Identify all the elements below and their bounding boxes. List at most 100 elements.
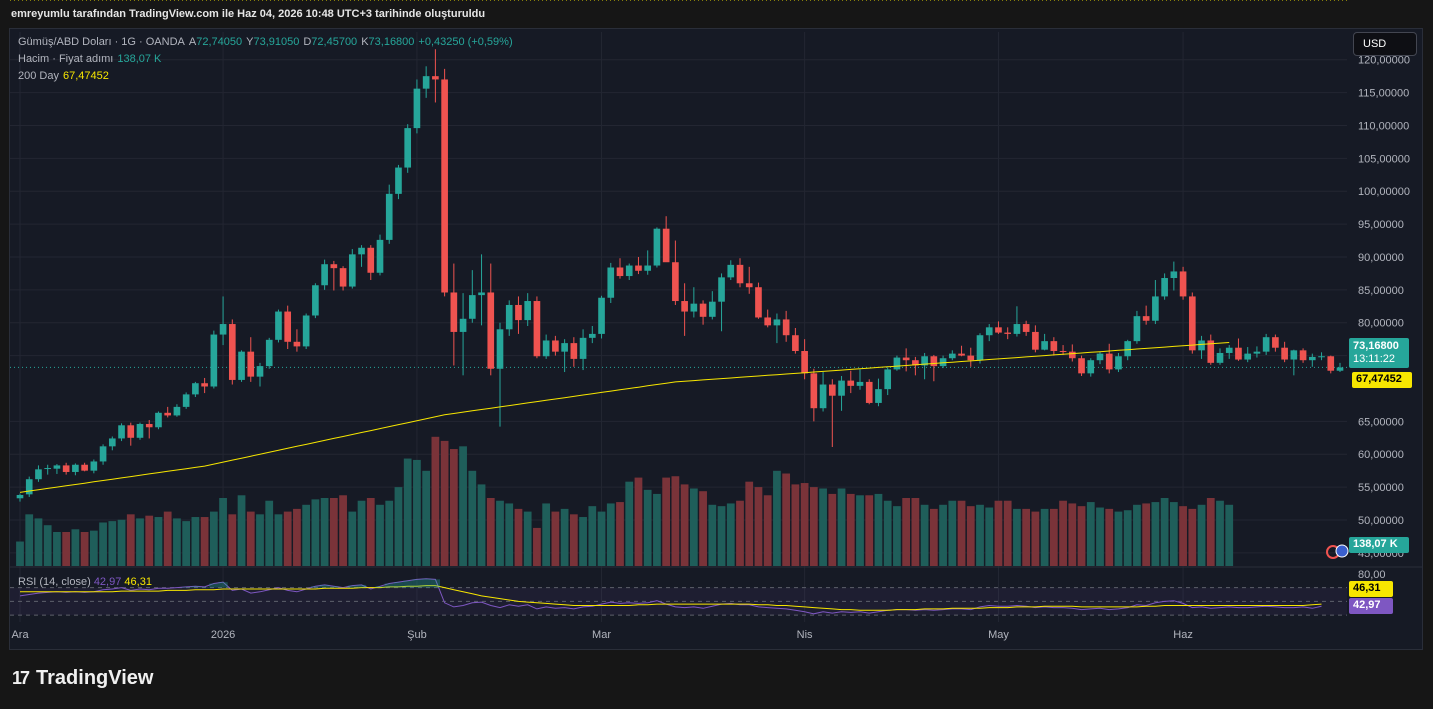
- volume-bar: [782, 473, 791, 566]
- volume-bar: [1031, 511, 1040, 566]
- volume-bar: [865, 495, 874, 566]
- candle-body: [810, 373, 818, 409]
- candle-body: [1078, 358, 1085, 374]
- volume-bar: [846, 493, 855, 566]
- ma-label[interactable]: 200 Day: [18, 70, 59, 82]
- candle-body: [145, 423, 153, 428]
- volume-bar: [616, 502, 624, 566]
- candle-body: [118, 425, 125, 439]
- snapshot-caption: emreyumlu tarafından TradingView.com ile…: [11, 8, 486, 20]
- volume-bar: [302, 504, 311, 566]
- candle-body: [339, 268, 347, 287]
- time-tick-label: Mar: [592, 629, 611, 641]
- volume-bar: [246, 511, 255, 566]
- candle-body: [985, 327, 993, 336]
- volume-bar: [809, 487, 818, 566]
- candle-body: [884, 369, 892, 390]
- volume-bar: [736, 500, 744, 566]
- volume-tag: 138,07 K: [1349, 537, 1409, 553]
- ma-value: 67,47452: [62, 70, 109, 82]
- volume-bar: [117, 519, 126, 566]
- candle-body: [1336, 367, 1344, 371]
- price-tick-label: 120,00000: [1358, 55, 1410, 67]
- candle-body: [164, 412, 172, 416]
- candle-body: [1235, 347, 1242, 360]
- rsi-label[interactable]: RSI (14, close): [18, 576, 91, 588]
- volume-bar: [929, 508, 938, 566]
- volume-bar: [265, 500, 274, 566]
- rsi-legend[interactable]: RSI (14, close) 42,97 46,31: [18, 576, 152, 588]
- volume-bar: [1169, 502, 1178, 566]
- volume-bar: [16, 541, 24, 566]
- price-tick-label: 85,00000: [1358, 285, 1404, 297]
- price-tick-label: 95,00000: [1358, 219, 1404, 231]
- candle-body: [727, 264, 735, 278]
- volume-bar: [791, 484, 800, 566]
- candle-body: [330, 264, 338, 269]
- candle-body: [1059, 350, 1067, 352]
- candle-body: [155, 412, 162, 428]
- price-tick-label: 65,00000: [1358, 416, 1404, 428]
- volume-bar: [413, 459, 421, 566]
- candle-body: [690, 303, 698, 312]
- volume-legend[interactable]: Hacim · Fiyat adımı 138,07 K: [18, 53, 165, 65]
- candle-body: [385, 193, 393, 240]
- candle-body: [53, 465, 61, 469]
- volume-bar: [136, 518, 144, 566]
- currency-button[interactable]: USD: [1353, 32, 1417, 56]
- volume-bar: [99, 522, 107, 566]
- candle-body: [1133, 316, 1141, 342]
- candle-body: [413, 88, 421, 129]
- candle-body: [958, 353, 965, 356]
- candle-body: [247, 351, 255, 377]
- price-tick-label: 110,00000: [1358, 120, 1409, 132]
- candle-body: [275, 311, 282, 340]
- candle-body: [515, 304, 522, 321]
- candle-body: [312, 285, 319, 316]
- volume-bar: [1197, 504, 1206, 566]
- candle-body: [256, 366, 264, 377]
- candle-body: [44, 468, 52, 470]
- rsi-value: 42,97: [93, 576, 122, 588]
- candle-body: [136, 423, 144, 438]
- candle-body: [524, 301, 532, 321]
- volume-bar: [385, 500, 394, 566]
- time-tick-label: Şub: [407, 629, 427, 641]
- volume-bar: [1022, 508, 1031, 566]
- volume-bar: [459, 446, 467, 566]
- candle-body: [902, 357, 910, 361]
- volume-bar: [431, 436, 440, 566]
- volume-bar: [551, 511, 560, 566]
- symbol-legend[interactable]: Gümüş/ABD Doları · 1G · OANDA A72,74050 Y7…: [18, 36, 517, 48]
- time-tick-label: May: [988, 629, 1009, 641]
- price-tick-label: 90,00000: [1358, 252, 1404, 264]
- candle-body: [1225, 347, 1233, 353]
- candle-body: [782, 319, 790, 336]
- candle-body: [570, 343, 578, 359]
- volume-bar: [53, 532, 61, 566]
- tradingview-brand[interactable]: 17 TradingView: [12, 667, 153, 690]
- candle-body: [976, 335, 984, 361]
- volume-bar: [569, 514, 578, 566]
- last-price-tag: 73,16800 13:11:22: [1349, 338, 1409, 368]
- candle-body: [1318, 356, 1325, 358]
- volume-bar: [486, 498, 495, 566]
- rsi-ma-tag: 46,31: [1349, 581, 1393, 597]
- volume-bar: [994, 500, 1003, 566]
- volume-bar: [754, 487, 763, 566]
- price-axis: 120,00000 115,00000 110,00000 105,00000 100,…: [1358, 55, 1410, 560]
- volume-bar: [163, 511, 172, 566]
- volume-bar: [1114, 511, 1123, 566]
- candle-body: [450, 292, 458, 332]
- volume-bar: [256, 514, 264, 566]
- volume-bar: [219, 498, 227, 566]
- candle-body: [755, 287, 762, 318]
- ma-legend[interactable]: 200 Day 67,47452: [18, 70, 113, 82]
- volume-bar: [43, 525, 52, 566]
- candle-body: [173, 406, 181, 416]
- candle-body: [1308, 356, 1316, 361]
- volume-bar: [348, 511, 357, 566]
- volume-label[interactable]: Hacim · Fiyat adımı: [18, 53, 114, 65]
- symbol-name[interactable]: Gümüş/ABD Doları · 1G · OANDA: [18, 36, 185, 48]
